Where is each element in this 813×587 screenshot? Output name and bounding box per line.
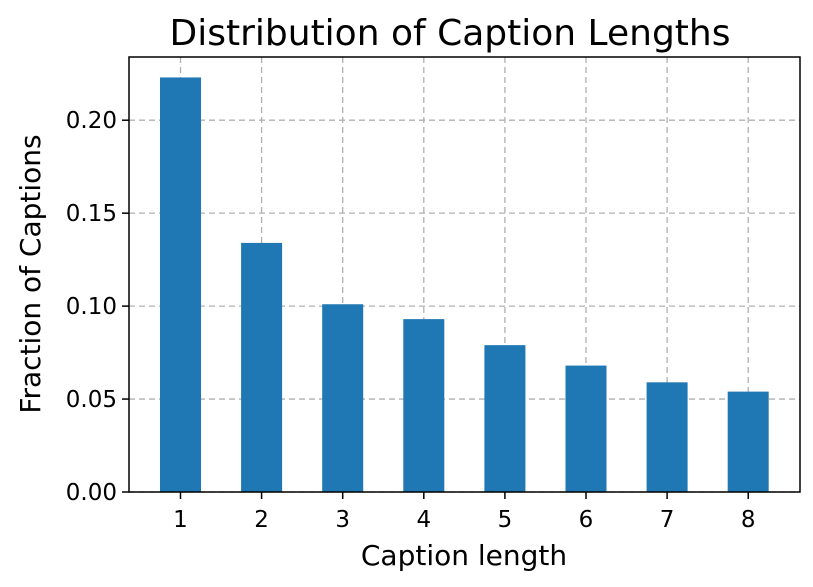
- x-tick-label: 7: [660, 507, 675, 533]
- chart-title: Distribution of Caption Lengths: [170, 13, 731, 54]
- bar-3: [322, 304, 364, 492]
- x-tick-label: 2: [254, 507, 269, 533]
- plot-frame: [128, 56, 801, 493]
- y-tick-label: 0.20: [66, 108, 117, 134]
- bar-2: [241, 242, 283, 492]
- y-tick-label: 0.10: [66, 294, 117, 320]
- bar-1: [160, 77, 201, 492]
- bar-7: [646, 382, 688, 492]
- bar-layer: [160, 77, 769, 492]
- x-axis-label: Caption length: [361, 539, 567, 572]
- bar-4: [403, 319, 445, 492]
- y-axis-label: Fraction of Captions: [14, 134, 47, 413]
- bar-6: [565, 365, 607, 492]
- y-tick-label: 0.00: [66, 480, 117, 506]
- tick-layer: 0.00 0.05 0.10 0.15 0.20 1 2 3 4 5 6 7 8: [66, 108, 756, 533]
- y-tick-label: 0.05: [66, 387, 117, 413]
- x-tick-label: 1: [173, 507, 188, 533]
- bar-5: [484, 345, 526, 492]
- bar-8: [727, 391, 769, 492]
- x-tick-label: 5: [498, 507, 513, 533]
- x-tick-label: 4: [416, 507, 431, 533]
- x-tick-label: 3: [335, 507, 350, 533]
- y-tick-label: 0.15: [66, 201, 117, 227]
- grid-layer: [129, 57, 800, 493]
- x-tick-label: 8: [741, 507, 756, 533]
- x-tick-label: 6: [579, 507, 594, 533]
